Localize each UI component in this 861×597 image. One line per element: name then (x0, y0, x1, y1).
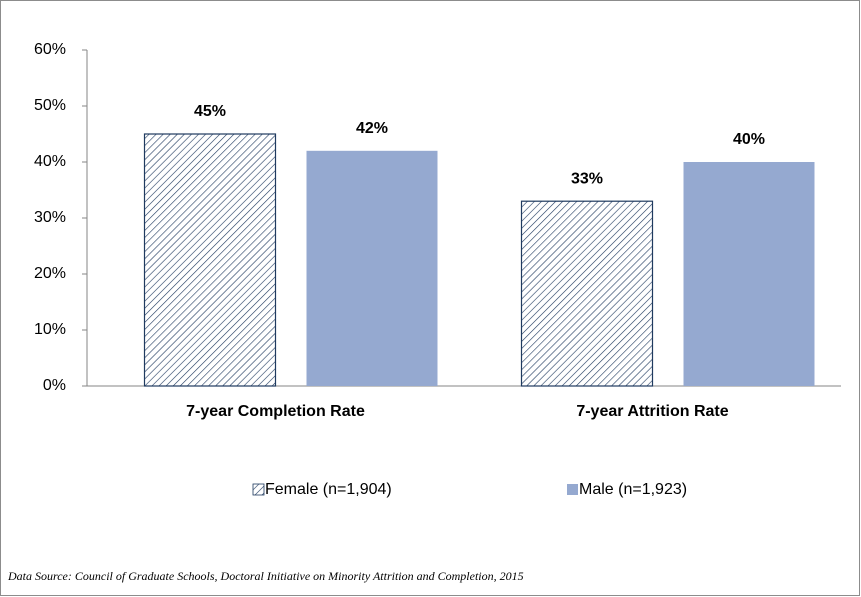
bar (143, 133, 277, 387)
y-tick-label: 50% (34, 97, 66, 114)
legend-label: Male (n=1,923) (579, 481, 687, 498)
legend-label: Female (n=1,904) (265, 481, 392, 498)
legend-swatch (567, 484, 578, 495)
y-tick-label: 20% (34, 265, 66, 282)
bar (683, 162, 815, 386)
y-tick-label: 40% (34, 153, 66, 170)
data-label: 40% (733, 131, 765, 148)
y-tick-label: 0% (43, 377, 66, 394)
legend-swatch (252, 483, 265, 496)
y-tick-label: 10% (34, 321, 66, 338)
x-tick-label: 7-year Completion Rate (186, 403, 365, 420)
source-note: Data Source: Council of Graduate Schools… (7, 569, 524, 583)
x-tick-label: 7-year Attrition Rate (576, 403, 728, 420)
bar (520, 200, 654, 387)
data-label: 33% (571, 170, 603, 187)
data-label: 45% (194, 103, 226, 120)
y-tick-label: 60% (34, 41, 66, 58)
data-label: 42% (356, 120, 388, 137)
y-tick-label: 30% (34, 209, 66, 226)
bar (306, 150, 438, 386)
